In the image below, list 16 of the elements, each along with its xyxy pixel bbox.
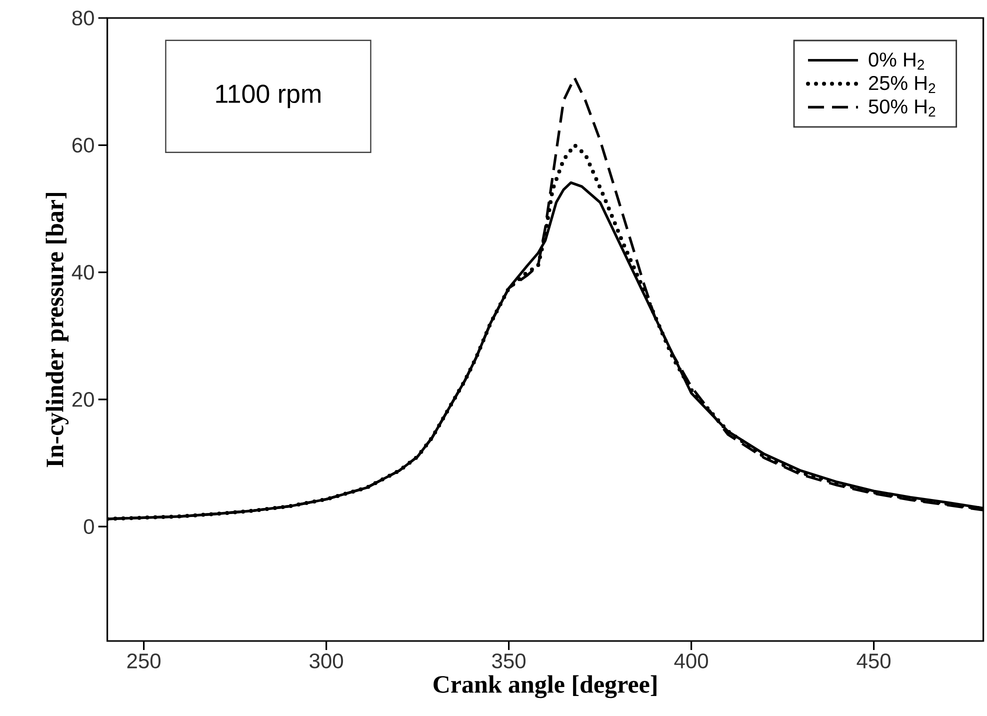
- x-tick-label: 350: [492, 654, 526, 668]
- x-tick-label: 300: [310, 654, 343, 668]
- legend-label: 50% H$_{2}$: [868, 99, 936, 117]
- x-axis-title: Crank angle [degree]: [434, 675, 656, 698]
- y-tick-label: 40: [72, 264, 94, 280]
- x-tick-label: 450: [856, 654, 890, 668]
- legend-label: 25% H$_{2}$: [869, 76, 936, 94]
- x-tick-label: 400: [674, 654, 708, 668]
- legend-label: 0% H$_{2}$: [868, 52, 924, 70]
- y-tick-label: 20: [72, 392, 94, 407]
- annotation: 1100 rpm: [216, 84, 320, 108]
- y-axis-title: In-cylinder pressure [bar]: [46, 192, 69, 468]
- x-tick-label: 250: [127, 654, 160, 668]
- y-tick-label: 0: [84, 519, 94, 534]
- y-tick-label: 60: [72, 138, 94, 153]
- y-tick-label: 80: [72, 10, 94, 26]
